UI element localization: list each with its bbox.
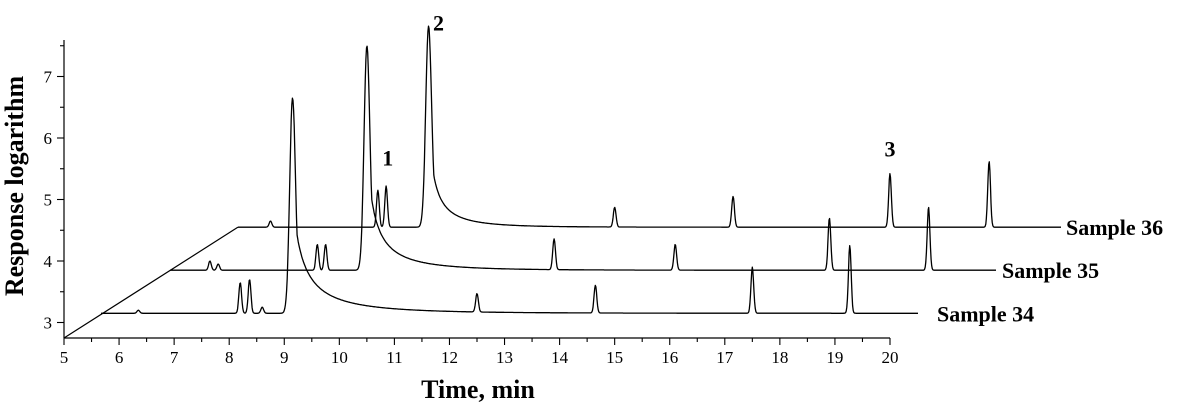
trace-sample-34 [100, 97, 919, 314]
trace-sample-36 [237, 25, 1062, 228]
x-tick-label: 20 [882, 348, 899, 367]
x-tick-label: 16 [661, 348, 678, 367]
depth-axis-line [63, 226, 239, 339]
x-tick-label: 17 [716, 348, 734, 367]
x-tick-label: 9 [280, 348, 289, 367]
traces-group [100, 25, 1062, 314]
series-label: Sample 36 [1066, 215, 1163, 240]
x-tick-label: 19 [826, 348, 843, 367]
y-tick-label: 5 [44, 191, 53, 210]
x-axis-title: Time, min [421, 375, 535, 404]
y-axis-title: Response logarithm [0, 76, 29, 297]
y-tick-label: 6 [44, 129, 53, 148]
peak-annotation: 2 [433, 10, 444, 35]
series-label: Sample 34 [937, 301, 1034, 326]
x-tick-label: 14 [551, 348, 569, 367]
x-tick-label: 12 [441, 348, 458, 367]
x-tick-label: 7 [170, 348, 179, 367]
x-tick-label: 15 [606, 348, 623, 367]
labels-group: Sample 34 Sample 35 Sample 36 1 2 3 [382, 10, 1163, 326]
y-tick-label: 7 [44, 68, 53, 87]
x-tick-label: 11 [386, 348, 402, 367]
peak-annotation: 1 [382, 146, 393, 171]
y-tick-label: 3 [44, 314, 53, 333]
x-tick-label: 18 [771, 348, 788, 367]
series-label: Sample 35 [1002, 258, 1099, 283]
trace-sample-35 [169, 45, 997, 271]
x-tick-label: 6 [115, 348, 124, 367]
x-tick-label: 13 [496, 348, 513, 367]
peak-annotation: 3 [885, 136, 896, 161]
x-tick-label: 8 [225, 348, 234, 367]
x-tick-label: 5 [60, 348, 69, 367]
x-tick-label: 10 [331, 348, 348, 367]
y-tick-label: 4 [44, 252, 53, 271]
